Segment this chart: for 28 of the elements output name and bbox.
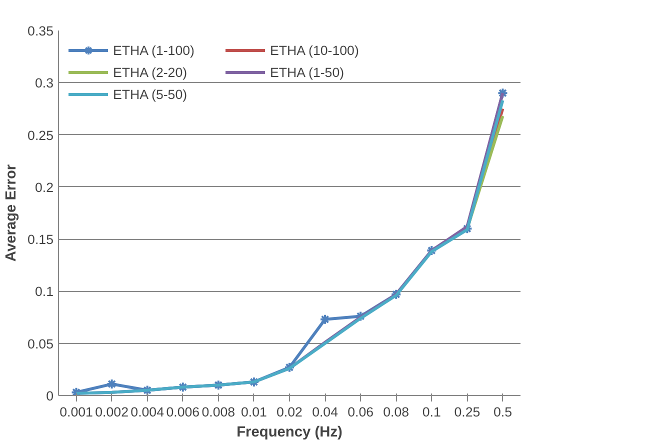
y-axis-title: Average Error xyxy=(4,164,20,262)
y-tick-label: 0.3 xyxy=(34,76,54,91)
legend-label: ETHA (10-100) xyxy=(270,42,360,58)
x-tick-label: 0.004 xyxy=(130,404,165,420)
x-tick-label: 0.04 xyxy=(312,404,339,420)
x-tick-label: 0.5 xyxy=(493,404,512,420)
legend-label: ETHA (5-50) xyxy=(113,86,188,102)
x-tick-label: 0.002 xyxy=(95,404,128,420)
y-tick-label: 0.35 xyxy=(28,24,54,38)
legend-label: ETHA (2-20) xyxy=(113,64,188,80)
y-tick-label: 0.25 xyxy=(28,128,54,143)
x-tick-label: 0.02 xyxy=(276,404,302,420)
legend-label: ETHA (1-50) xyxy=(270,64,346,80)
x-tick-label: 0.08 xyxy=(383,404,410,420)
y-tick-label: 0.1 xyxy=(34,284,54,300)
x-tick-label: 0.006 xyxy=(166,404,200,420)
legend-label: ETHA (1-100) xyxy=(113,42,196,58)
y-tick-label: 0 xyxy=(46,388,54,404)
x-tick-label: 0.25 xyxy=(454,404,480,420)
y-tick-label: 0.05 xyxy=(28,336,54,352)
y-tick-label: 0.2 xyxy=(34,180,54,195)
x-axis-title: Frequency (Hz) xyxy=(236,424,343,440)
x-tick-label: 0.01 xyxy=(240,404,267,420)
x-tick-label: 0.06 xyxy=(348,404,374,420)
x-tick-label: 0.1 xyxy=(422,404,441,420)
y-tick-label: 0.15 xyxy=(28,232,54,248)
x-tick-label: 0.008 xyxy=(202,404,236,420)
x-tick-label: 0.001 xyxy=(60,404,93,420)
